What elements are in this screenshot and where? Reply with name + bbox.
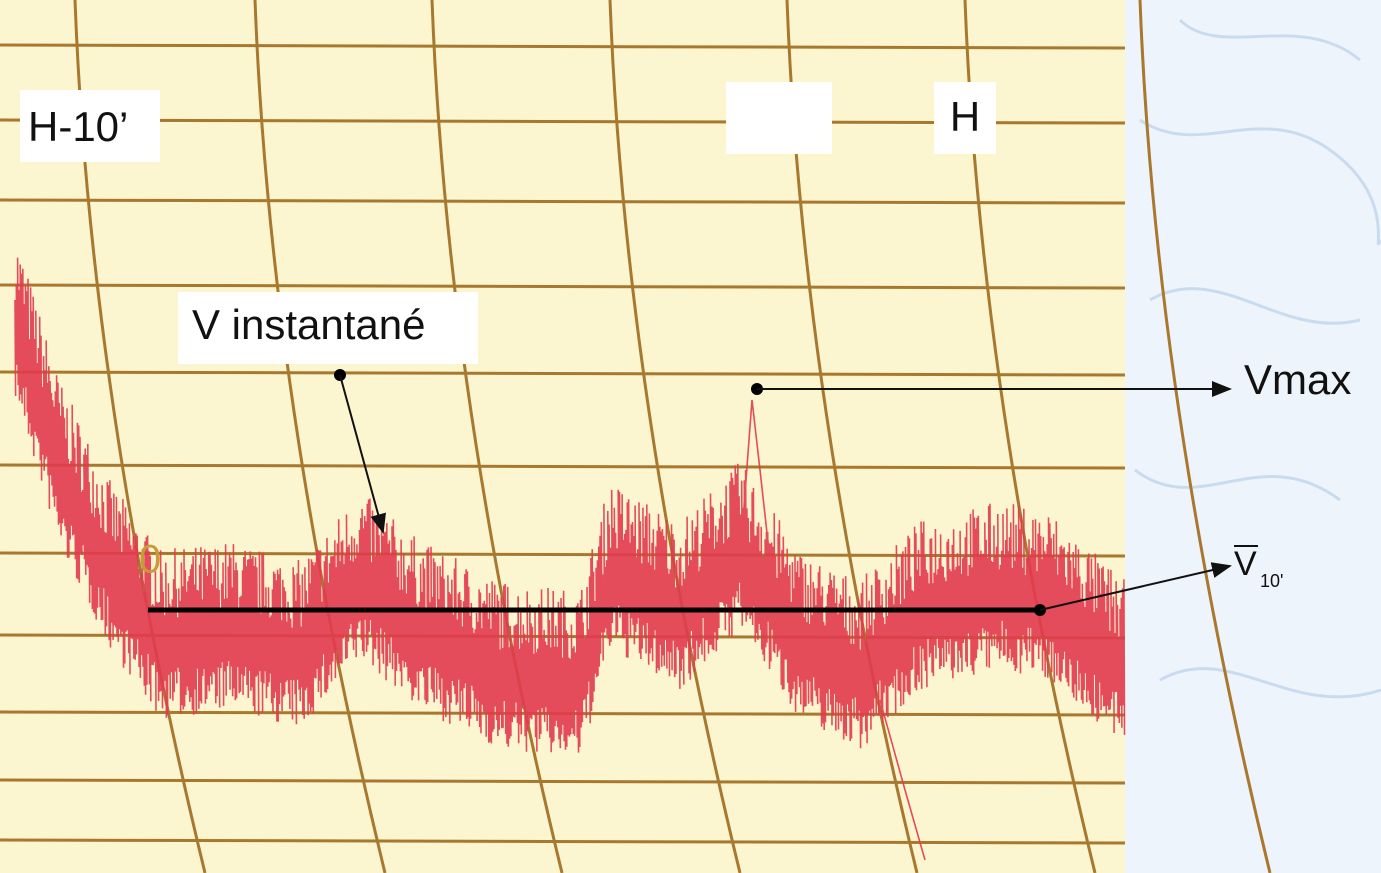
max-label: Vmax [1244,356,1351,403]
end-time: H [950,93,980,140]
instant-label: V instantané [192,301,426,348]
mean-subscript: 10' [1260,571,1283,591]
page: 0 H-10’ H V instantané Vmax V 10' (() =>… [0,0,1381,873]
blank-box [726,82,832,154]
zero-label: 0 [139,538,161,582]
mean-label: V [1234,545,1257,583]
start-time: H-10’ [28,103,128,150]
anemogram: 0 H-10’ H V instantané Vmax V 10' [0,0,1381,873]
